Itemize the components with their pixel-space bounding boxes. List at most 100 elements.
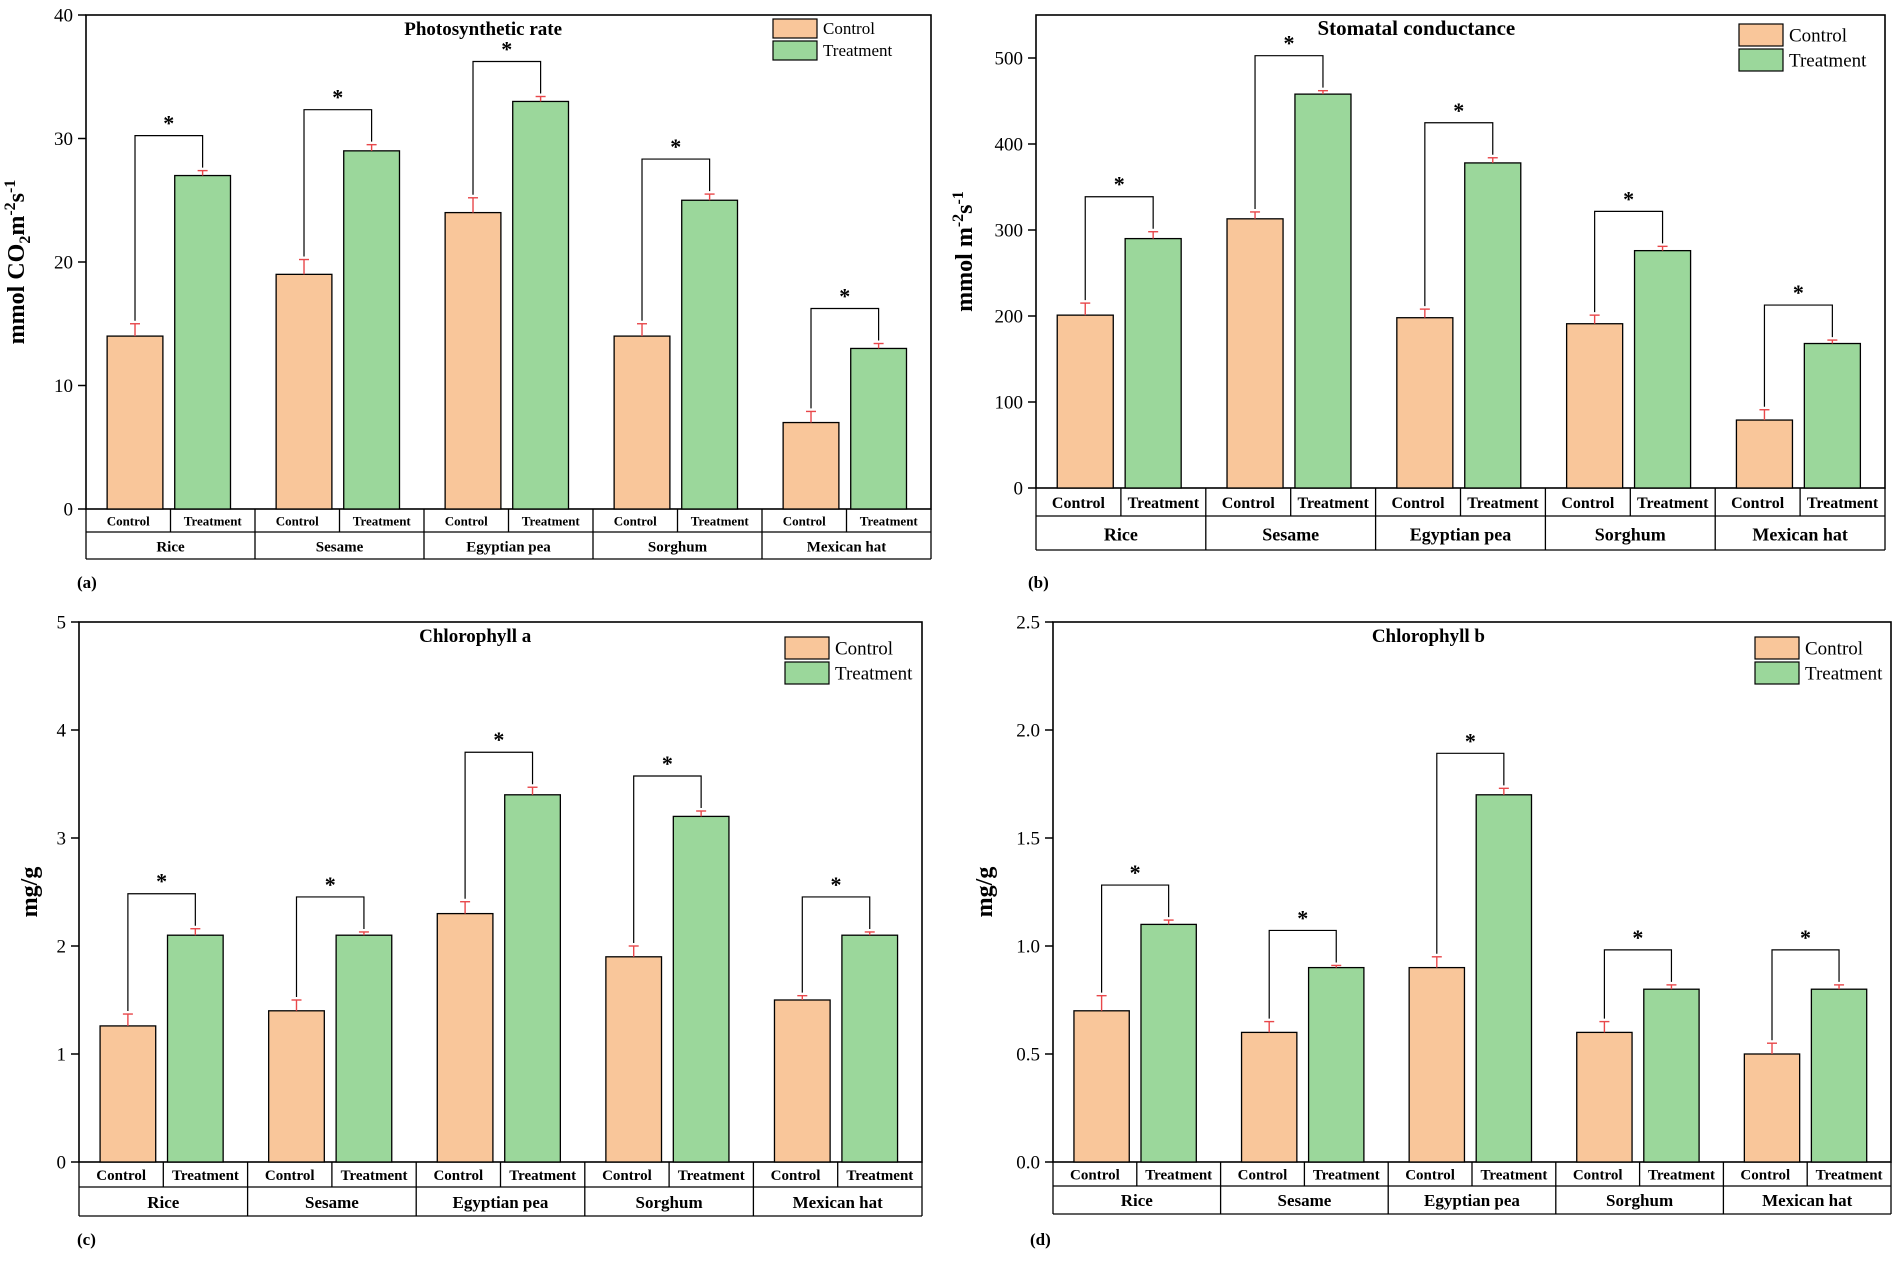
sub-label-control: Control	[1561, 495, 1615, 512]
y-tick-label: 10	[54, 376, 73, 397]
bar-control	[1565, 323, 1624, 489]
bar-treatment	[681, 199, 739, 510]
significance-bracket	[1603, 949, 1673, 1019]
bar-treatment	[672, 815, 730, 1163]
category-label: Sorghum	[1606, 1191, 1673, 1210]
significance-marker: *	[1284, 31, 1295, 56]
y-tick-label: 2	[57, 937, 67, 958]
category-label: Rice	[156, 539, 185, 555]
category-label: Sesame	[305, 1193, 359, 1212]
bar-treatment	[512, 100, 570, 510]
sub-label-treatment: Treatment	[1816, 1167, 1883, 1183]
sub-label-treatment: Treatment	[1648, 1167, 1715, 1183]
bar-treatment	[1475, 794, 1533, 1163]
significance-marker: *	[1453, 98, 1464, 123]
chart-title: Stomatal conductance	[1317, 16, 1515, 40]
significance-bracket	[1594, 210, 1664, 313]
bar-treatment	[343, 150, 401, 510]
y-tick-label: 400	[995, 135, 1024, 156]
legend-control-swatch	[784, 636, 830, 660]
category-label: Sorghum	[648, 539, 708, 555]
bar-control	[268, 1010, 325, 1163]
y-axis-label-part: mg/g	[17, 867, 43, 918]
category-label: Sorghum	[636, 1193, 703, 1212]
sub-label-control: Control	[1573, 1167, 1623, 1183]
bar-treatment	[850, 347, 908, 510]
bar-control	[1743, 1053, 1801, 1163]
significance-marker: *	[1130, 860, 1141, 885]
sub-label-treatment: Treatment	[1480, 1167, 1547, 1183]
bar-control	[613, 335, 671, 510]
significance-bracket	[472, 60, 542, 195]
y-tick-label: 1	[57, 1045, 67, 1066]
y-axis-label-part: -2	[2, 202, 19, 215]
bar-treatment	[1803, 342, 1862, 489]
legend-control-swatch	[1738, 23, 1784, 47]
y-tick-label: 5	[57, 613, 67, 634]
significance-marker: *	[1800, 925, 1811, 950]
legend-control-label: Control	[1805, 639, 1863, 660]
sub-label-control: Control	[1392, 495, 1446, 512]
significance-marker: *	[501, 37, 512, 62]
significance-bracket	[1771, 949, 1840, 1041]
legend-control-label: Control	[823, 19, 875, 38]
sub-label-treatment: Treatment	[846, 1168, 913, 1184]
sub-label-control: Control	[783, 514, 826, 529]
bar-control	[1240, 1031, 1298, 1163]
significance-bracket	[134, 135, 204, 321]
bar-treatment	[1643, 988, 1700, 1163]
sub-label-control: Control	[1731, 495, 1785, 512]
bar-control	[1226, 218, 1284, 489]
significance-bracket	[641, 158, 711, 321]
y-axis-label-part: s	[952, 205, 978, 214]
legend-treatment-swatch	[772, 40, 818, 61]
significance-marker: *	[332, 85, 343, 110]
y-tick-label: 0	[1014, 479, 1024, 500]
sub-label-treatment: Treatment	[172, 1168, 239, 1184]
legend-treatment-swatch	[784, 661, 830, 685]
bar-control	[1056, 314, 1114, 489]
significance-marker: *	[156, 869, 167, 894]
sub-label-control: Control	[433, 1168, 483, 1184]
y-axis-label-part: mg/g	[972, 867, 998, 918]
category-label: Rice	[1104, 524, 1138, 544]
legend-control-label: Control	[1789, 26, 1847, 47]
significance-bracket	[1763, 304, 1833, 407]
sub-label-treatment: Treatment	[184, 514, 243, 529]
y-axis-label: mg/g	[17, 867, 43, 918]
significance-bracket	[1436, 752, 1505, 954]
bar-control	[773, 999, 831, 1163]
bar-control	[106, 335, 164, 510]
bar-control	[1396, 317, 1454, 489]
y-tick-label: 0.5	[1016, 1045, 1040, 1066]
bar-control	[1576, 1031, 1633, 1163]
significance-bracket	[295, 896, 365, 997]
chart-panel-a: 0 10 20 30 40 mmol CO2m-2s-1 Photosynthetic ra…	[2, 6, 932, 592]
sub-label-treatment: Treatment	[1467, 495, 1539, 512]
significance-marker: *	[1297, 905, 1308, 930]
sub-label-treatment: Treatment	[1637, 495, 1709, 512]
y-axis-label-part: -2	[950, 214, 967, 227]
sub-label-treatment: Treatment	[1297, 495, 1369, 512]
legend-treatment-swatch	[1738, 48, 1784, 72]
sub-label-treatment: Treatment	[341, 1168, 408, 1184]
significance-bracket	[303, 109, 373, 257]
chart-title: Chlorophyll b	[1372, 626, 1485, 647]
category-label: Sorghum	[1595, 524, 1666, 544]
y-axis-label: mmol m-2s-1	[950, 191, 978, 312]
sub-label-control: Control	[1740, 1167, 1790, 1183]
panel-label: (a)	[77, 573, 97, 592]
panel-label: (c)	[77, 1230, 96, 1249]
y-tick-label: 500	[995, 49, 1024, 70]
significance-marker: *	[325, 872, 336, 897]
category-label: Mexican hat	[807, 539, 887, 555]
sub-label-control: Control	[107, 514, 150, 529]
y-axis-label: mmol CO2m-2s-1	[2, 180, 34, 345]
sub-label-control: Control	[1052, 495, 1106, 512]
y-tick-label: 200	[995, 307, 1024, 328]
legend: Control Treatment	[1754, 636, 1883, 685]
significance-bracket	[801, 896, 871, 993]
chart-panel-d: 0.0 0.5 1.0 1.5 2.0 2.5 mg/g Chlorophyll b Contr…	[972, 613, 1892, 1249]
